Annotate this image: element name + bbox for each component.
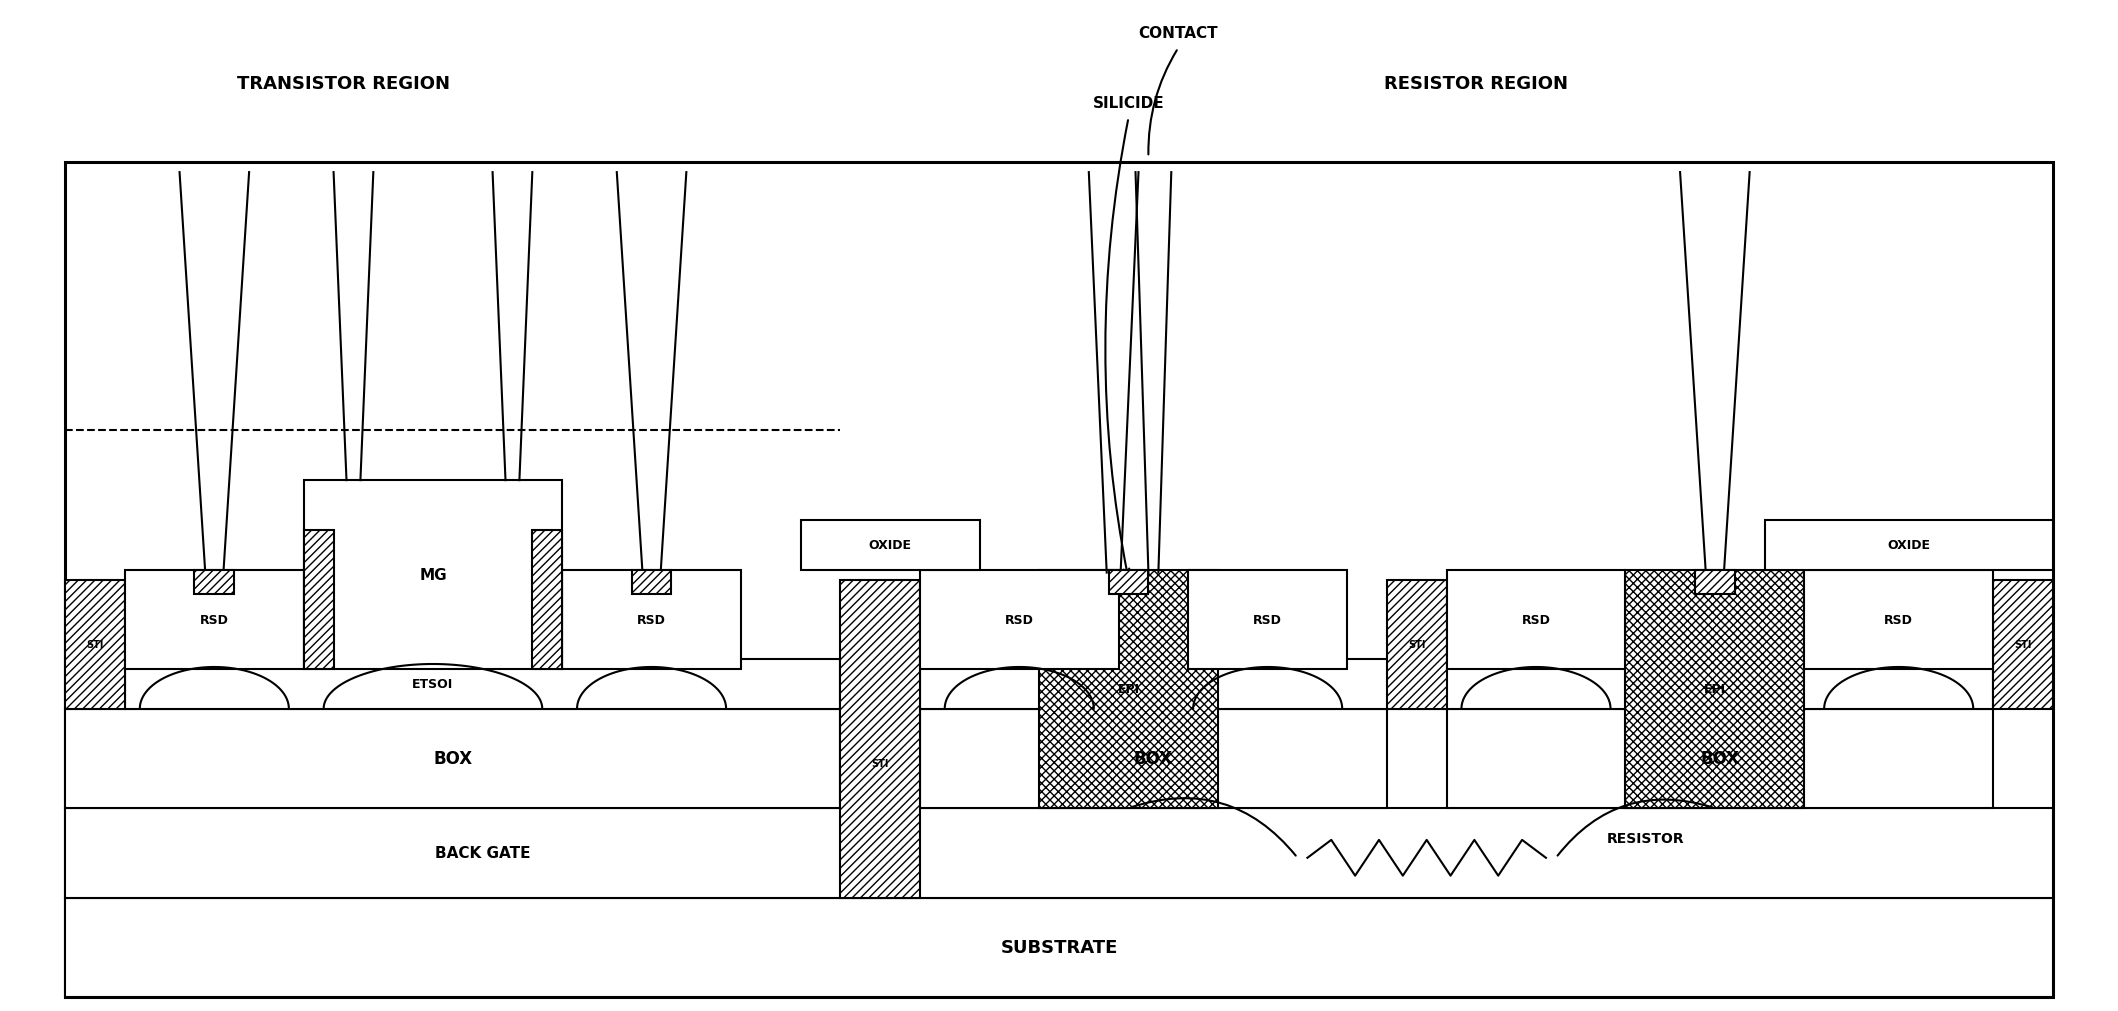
Bar <box>66 163 2052 997</box>
Text: TRANSISTOR REGION: TRANSISTOR REGION <box>237 75 449 93</box>
Bar <box>532 531 561 669</box>
Text: OXIDE: OXIDE <box>1887 539 1929 552</box>
Text: STI: STI <box>1408 640 1425 649</box>
Bar <box>1625 570 1805 808</box>
Text: SUBSTRATE: SUBSTRATE <box>1000 938 1118 956</box>
Text: STI: STI <box>870 758 890 768</box>
Bar <box>561 570 741 669</box>
Text: EPI: EPI <box>1118 682 1139 696</box>
Bar <box>66 580 125 709</box>
Bar <box>303 480 561 669</box>
Bar <box>1764 521 2052 570</box>
Bar <box>1694 570 1735 594</box>
Bar <box>1188 570 1347 669</box>
Bar <box>66 808 2052 898</box>
Bar <box>631 570 671 594</box>
Text: EPI: EPI <box>1703 682 1726 696</box>
Text: ETSOI: ETSOI <box>413 677 453 691</box>
Bar <box>195 570 235 594</box>
Text: STI: STI <box>87 640 104 649</box>
Text: RSD: RSD <box>199 614 229 626</box>
Text: RSD: RSD <box>1521 614 1550 626</box>
Bar <box>125 659 841 709</box>
Text: RESISTOR REGION: RESISTOR REGION <box>1385 75 1567 93</box>
Bar <box>1447 709 1993 808</box>
Text: SILICIDE: SILICIDE <box>1093 96 1165 111</box>
Text: STI: STI <box>2014 640 2031 649</box>
Text: BOX: BOX <box>434 750 472 767</box>
Text: RSD: RSD <box>638 614 665 626</box>
Bar <box>1040 570 1218 808</box>
Bar <box>1805 570 1993 669</box>
Bar <box>1447 570 1625 669</box>
Text: BOX: BOX <box>1701 750 1739 767</box>
Bar <box>1108 570 1148 594</box>
Bar <box>66 898 2052 997</box>
Bar <box>1387 580 1447 709</box>
Bar <box>125 570 303 669</box>
Text: RSD: RSD <box>1254 614 1281 626</box>
Bar <box>919 709 1387 808</box>
Bar <box>66 709 841 808</box>
Text: BOX: BOX <box>1133 750 1173 767</box>
Text: OXIDE: OXIDE <box>868 539 911 552</box>
Bar <box>801 521 979 570</box>
Bar <box>841 580 919 898</box>
Text: RSD: RSD <box>1885 614 1913 626</box>
Bar <box>303 531 333 669</box>
Text: RESISTOR: RESISTOR <box>1605 831 1684 845</box>
Bar <box>919 570 1118 669</box>
Text: CONTACT: CONTACT <box>1139 26 1218 41</box>
Text: BACK GATE: BACK GATE <box>434 845 530 860</box>
Text: MG: MG <box>419 567 447 582</box>
Bar <box>1993 580 2052 709</box>
Text: RSD: RSD <box>1004 614 1034 626</box>
Bar <box>919 659 1993 709</box>
